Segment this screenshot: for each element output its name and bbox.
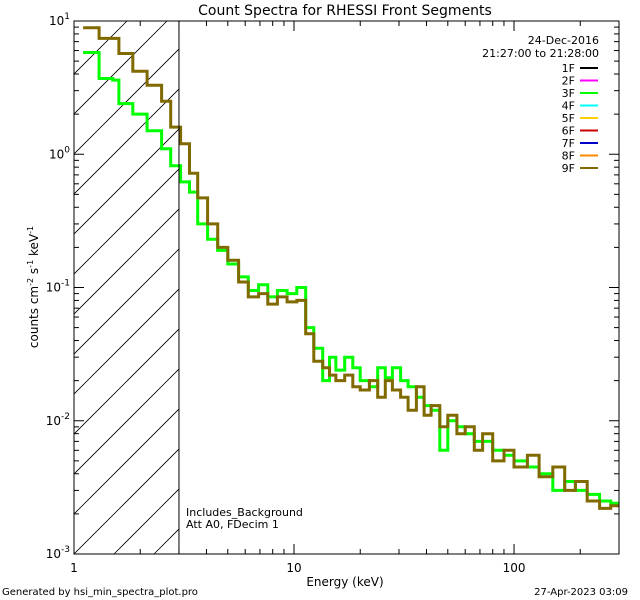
y-tick-label: 100 bbox=[49, 145, 70, 161]
legend-label-6F: 6F bbox=[562, 125, 575, 138]
legend-label-7F: 7F bbox=[562, 137, 575, 150]
hatch-line bbox=[74, 48, 179, 155]
y-axis-label-base: counts cm bbox=[27, 286, 41, 348]
legend-label-8F: 8F bbox=[562, 150, 575, 163]
generated-by-label: Generated by hsi_min_spectra_plot.pro bbox=[2, 587, 198, 598]
legend-label-1F: 1F bbox=[562, 62, 575, 75]
x-tick-label: 1 bbox=[70, 561, 78, 575]
axes-group: 1 10 100 10-3 10-2 10-1 100 101 bbox=[46, 12, 620, 575]
time-range-label: 21:27:00 to 21:28:00 bbox=[482, 47, 599, 60]
annotation-attenuator: Att A0, FDecim 1 bbox=[186, 518, 279, 531]
hatch-line bbox=[74, 328, 179, 435]
legend-label-9F: 9F bbox=[562, 162, 575, 175]
x-axis-label: Energy (keV) bbox=[306, 575, 383, 589]
y-axis-label: counts cm-2 s-1 keV-1 bbox=[26, 226, 41, 348]
hatch-line bbox=[354, 21, 640, 554]
y-tick-label: 10-1 bbox=[46, 279, 70, 295]
hatch-line bbox=[394, 21, 640, 554]
y-tick-label: 10-2 bbox=[46, 412, 70, 428]
hatch-line bbox=[74, 368, 179, 475]
y-tick-label: 10-3 bbox=[46, 545, 70, 561]
hatched-region bbox=[74, 21, 640, 554]
y-axis-label-mid2: keV bbox=[27, 233, 41, 260]
hatch-line bbox=[74, 128, 179, 235]
annotation-background: Includes_Background bbox=[186, 506, 303, 519]
y-tick-label: 101 bbox=[49, 12, 70, 28]
legend-label-5F: 5F bbox=[562, 112, 575, 125]
hatch-line bbox=[74, 88, 179, 195]
hatch-line bbox=[274, 21, 640, 554]
y-axis-label-exp2: -1 bbox=[26, 260, 35, 268]
generated-date-label: 27-Apr-2023 03:09 bbox=[534, 587, 628, 598]
hatch-line bbox=[74, 21, 168, 115]
plot-frame bbox=[73, 20, 620, 555]
hatch-line bbox=[74, 248, 179, 355]
hatch-line bbox=[74, 208, 179, 315]
hatch-line bbox=[314, 21, 640, 554]
hatch-line bbox=[514, 21, 640, 554]
x-tick-label: 10 bbox=[286, 561, 301, 575]
series-line-3F bbox=[83, 51, 619, 505]
date-label: 24-Dec-2016 bbox=[528, 34, 599, 47]
legend-label-2F: 2F bbox=[562, 75, 575, 88]
legend-label-3F: 3F bbox=[562, 87, 575, 100]
series-group bbox=[83, 26, 619, 510]
chart-title: Count Spectra for RHESSI Front Segments bbox=[198, 3, 492, 19]
y-axis-label-mid1: s bbox=[27, 268, 41, 278]
y-axis-label-exp3: -1 bbox=[26, 226, 35, 234]
hatch-line bbox=[234, 21, 640, 554]
y-axis-label-exp1: -2 bbox=[26, 278, 35, 286]
hatch-line bbox=[74, 448, 179, 554]
hatch-line bbox=[74, 408, 179, 515]
series-line-9F bbox=[83, 26, 619, 510]
x-tick-label: 100 bbox=[503, 561, 526, 575]
legend-label-4F: 4F bbox=[562, 100, 575, 113]
